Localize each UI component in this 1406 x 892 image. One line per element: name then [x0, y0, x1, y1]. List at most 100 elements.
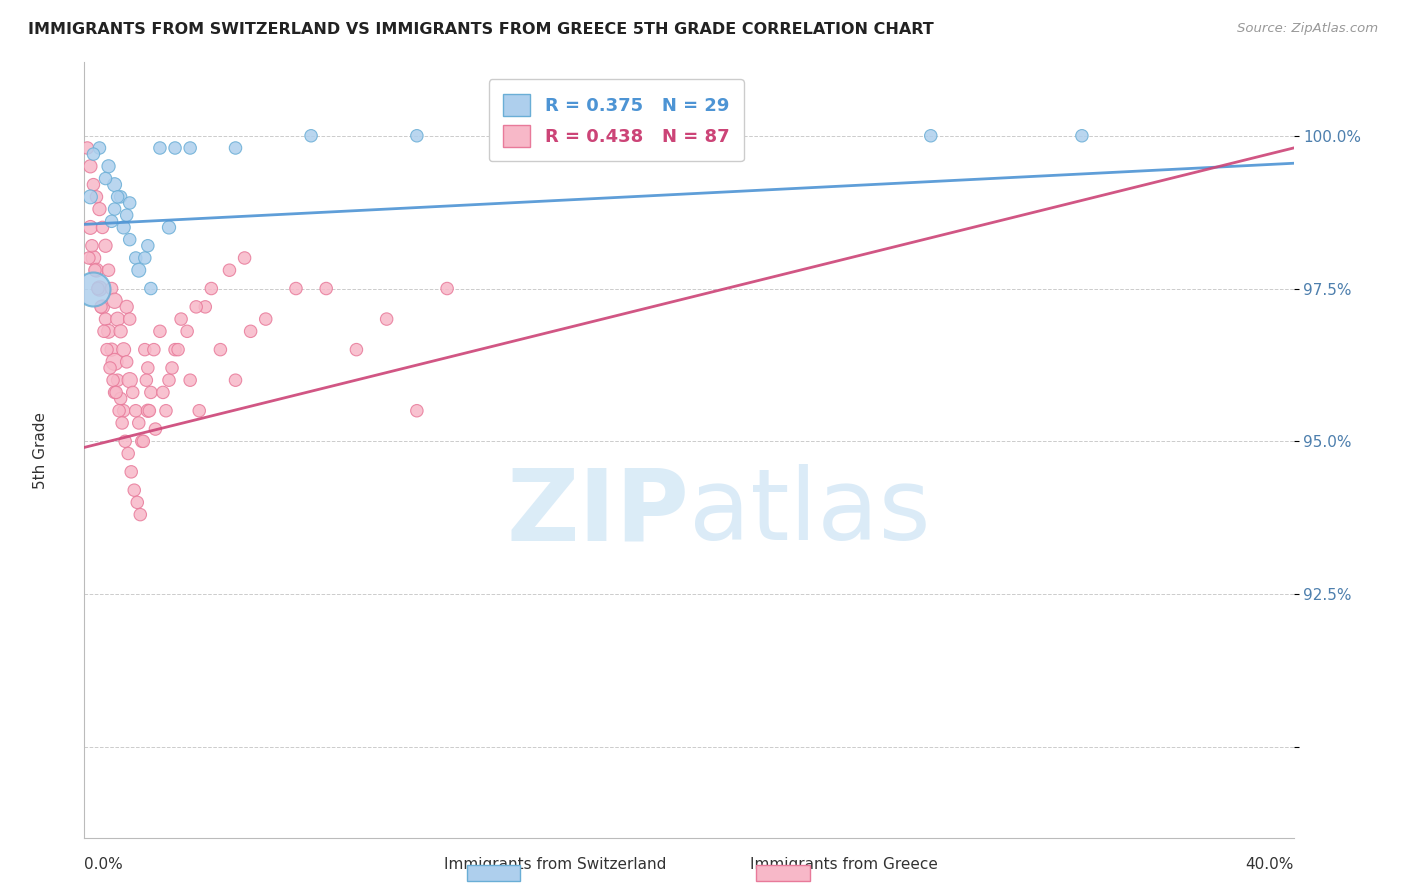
- Point: [104, 202, 127, 216]
- Point: [112, 220, 135, 235]
- Point: [436, 281, 458, 295]
- Point: [157, 220, 180, 235]
- Point: [107, 190, 129, 204]
- Point: [920, 128, 942, 143]
- Point: [97, 263, 120, 277]
- Point: [104, 293, 127, 308]
- Point: [127, 495, 149, 509]
- Text: IMMIGRANTS FROM SWITZERLAND VS IMMIGRANTS FROM GREECE 5TH GRADE CORRELATION CHAR: IMMIGRANTS FROM SWITZERLAND VS IMMIGRANT…: [28, 22, 934, 37]
- Point: [165, 141, 187, 155]
- Point: [167, 343, 190, 357]
- Point: [82, 178, 104, 192]
- Point: [128, 263, 150, 277]
- Point: [104, 385, 127, 400]
- Text: 0.0%: 0.0%: [84, 857, 124, 871]
- Point: [157, 373, 180, 387]
- Point: [104, 178, 127, 192]
- Point: [125, 251, 148, 265]
- Point: [139, 281, 162, 295]
- Point: [89, 202, 111, 216]
- Point: [93, 324, 115, 338]
- Point: [107, 373, 129, 387]
- Point: [90, 300, 112, 314]
- Point: [375, 312, 398, 326]
- Point: [155, 403, 177, 417]
- Point: [209, 343, 232, 357]
- Point: [91, 300, 114, 314]
- Point: [104, 355, 127, 369]
- Point: [82, 281, 104, 295]
- Point: [145, 422, 167, 436]
- Point: [115, 300, 138, 314]
- Point: [118, 233, 141, 247]
- Point: [79, 220, 101, 235]
- Point: [100, 214, 122, 228]
- Point: [101, 373, 124, 387]
- Point: [118, 312, 141, 326]
- Text: Immigrants from Switzerland: Immigrants from Switzerland: [444, 857, 666, 872]
- Point: [165, 343, 187, 357]
- Point: [94, 171, 117, 186]
- Point: [200, 281, 222, 295]
- Point: [114, 434, 136, 449]
- Point: [225, 373, 247, 387]
- Point: [76, 141, 98, 155]
- Point: [346, 343, 368, 357]
- Text: ZIP: ZIP: [506, 464, 689, 561]
- Point: [89, 141, 111, 155]
- Text: 5th Grade: 5th Grade: [34, 412, 48, 489]
- Point: [89, 281, 111, 295]
- Point: [82, 251, 104, 265]
- Point: [117, 446, 139, 460]
- Point: [176, 324, 198, 338]
- Point: [152, 385, 174, 400]
- Point: [108, 403, 131, 417]
- Point: [218, 263, 240, 277]
- Point: [122, 483, 145, 498]
- Point: [79, 190, 101, 204]
- Point: [94, 312, 117, 326]
- Point: [79, 159, 101, 173]
- Point: [118, 373, 141, 387]
- Point: [136, 403, 159, 417]
- Point: [129, 508, 152, 522]
- Point: [186, 300, 208, 314]
- Text: Immigrants from Greece: Immigrants from Greece: [749, 857, 938, 872]
- Point: [134, 251, 156, 265]
- Point: [82, 147, 104, 161]
- Point: [406, 403, 429, 417]
- Text: 40.0%: 40.0%: [1246, 857, 1294, 871]
- Point: [112, 403, 135, 417]
- Point: [121, 385, 143, 400]
- Point: [110, 392, 132, 406]
- Point: [139, 385, 162, 400]
- Point: [132, 434, 155, 449]
- Point: [136, 361, 159, 376]
- Point: [100, 343, 122, 357]
- Point: [84, 263, 107, 277]
- Point: [105, 385, 128, 400]
- Point: [112, 343, 135, 357]
- Point: [91, 220, 114, 235]
- Point: [136, 239, 159, 253]
- Point: [87, 281, 110, 295]
- Point: [179, 141, 201, 155]
- Point: [149, 324, 172, 338]
- Point: [315, 281, 337, 295]
- Point: [86, 263, 108, 277]
- Point: [97, 324, 120, 338]
- Point: [128, 416, 150, 430]
- Point: [142, 343, 165, 357]
- Point: [179, 373, 201, 387]
- Point: [135, 373, 157, 387]
- Point: [131, 434, 153, 449]
- Point: [125, 403, 148, 417]
- Point: [110, 324, 132, 338]
- Point: [98, 361, 121, 376]
- Point: [233, 251, 256, 265]
- Text: Source: ZipAtlas.com: Source: ZipAtlas.com: [1237, 22, 1378, 36]
- Point: [1071, 128, 1094, 143]
- Point: [149, 141, 172, 155]
- Legend: R = 0.375   N = 29, R = 0.438   N = 87: R = 0.375 N = 29, R = 0.438 N = 87: [489, 79, 744, 161]
- Point: [115, 208, 138, 222]
